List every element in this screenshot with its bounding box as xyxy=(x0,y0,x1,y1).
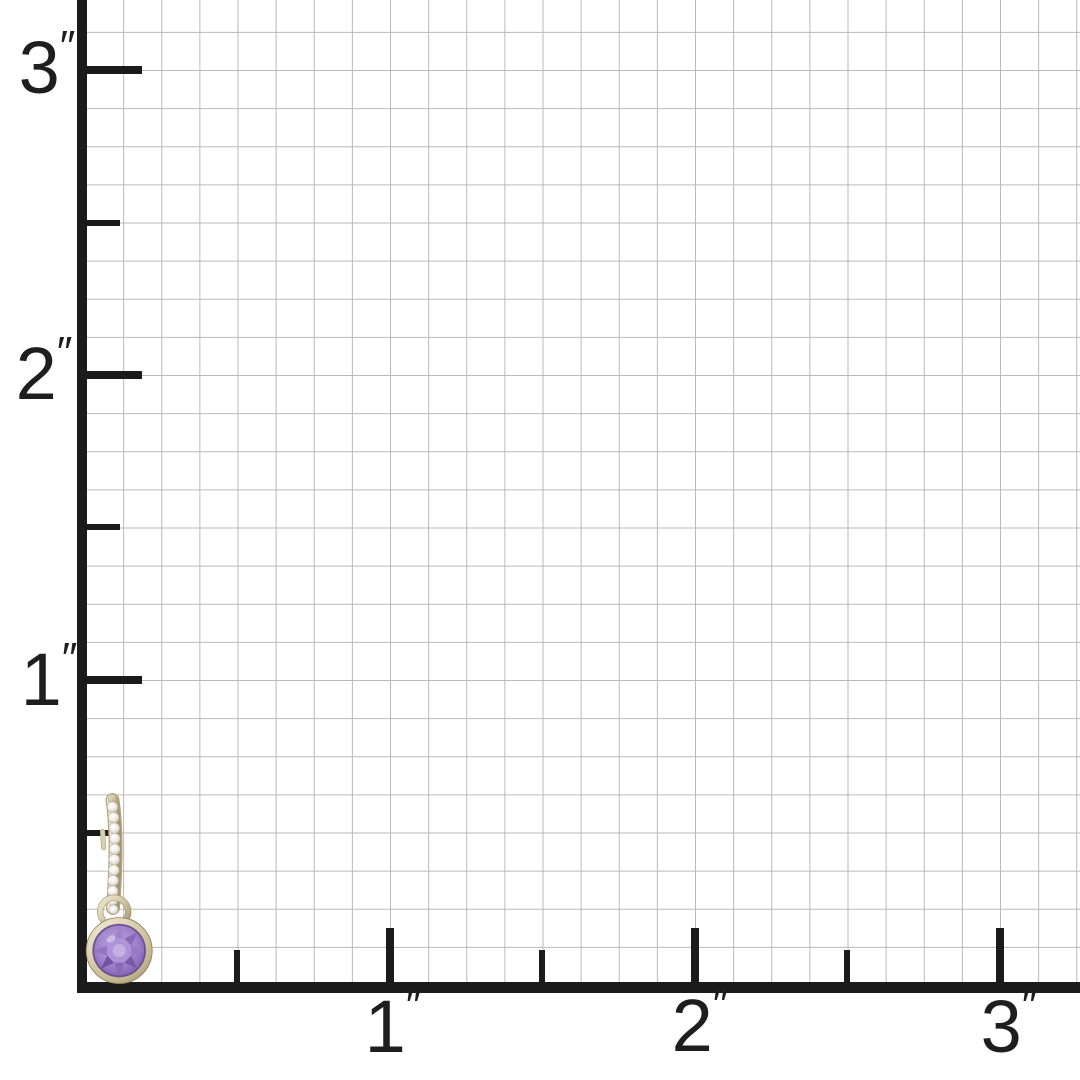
x-tick-1-5in xyxy=(539,950,545,982)
x-axis-label-1: 1 ″ xyxy=(364,984,422,1068)
inch-mark: ″ xyxy=(59,21,76,72)
x-axis-label-2: 2 ″ xyxy=(671,983,729,1067)
y-tick-1in xyxy=(85,676,142,684)
x-tick-2in xyxy=(691,928,699,982)
pave-diamond-hoop xyxy=(100,793,123,915)
x-axis-bar xyxy=(77,982,1080,993)
y-tick-2in xyxy=(85,371,142,379)
stone-highlight xyxy=(106,935,116,943)
amethyst-stone xyxy=(92,924,146,978)
y-label-2-number: 2 xyxy=(15,332,57,415)
inch-mark: ″ xyxy=(56,327,73,378)
y-axis-label-3: 3 ″ xyxy=(18,25,76,109)
y-axis-label-1: 1 ″ xyxy=(20,637,78,721)
x-tick-0-5in xyxy=(234,950,240,982)
inch-mark: ″ xyxy=(712,979,729,1030)
y-tick-3in xyxy=(85,66,142,74)
pave-diamonds xyxy=(106,801,121,915)
x-tick-3in xyxy=(996,928,1004,982)
x-label-3-number: 3 xyxy=(980,985,1022,1068)
x-tick-2-5in xyxy=(844,950,850,982)
x-axis-label-3: 3 ″ xyxy=(980,984,1038,1068)
x-tick-1in xyxy=(386,928,394,982)
inch-mark: ″ xyxy=(405,980,422,1031)
hinge-latch xyxy=(100,828,107,851)
measurement-grid xyxy=(85,0,1080,982)
y-tick-1-5in xyxy=(85,524,120,530)
y-label-1-number: 1 xyxy=(20,638,62,721)
inch-mark: ″ xyxy=(1021,980,1038,1031)
x-label-2-number: 2 xyxy=(671,984,713,1067)
x-label-1-number: 1 xyxy=(364,985,406,1068)
inch-mark: ″ xyxy=(61,633,78,684)
y-label-3-number: 3 xyxy=(18,26,60,109)
y-axis-bar xyxy=(77,0,87,993)
product-photo-amethyst-hoop-earring xyxy=(85,793,153,985)
y-tick-2-5in xyxy=(85,220,120,226)
amethyst-charm xyxy=(85,917,153,985)
y-axis-label-2: 2 ″ xyxy=(15,331,73,415)
